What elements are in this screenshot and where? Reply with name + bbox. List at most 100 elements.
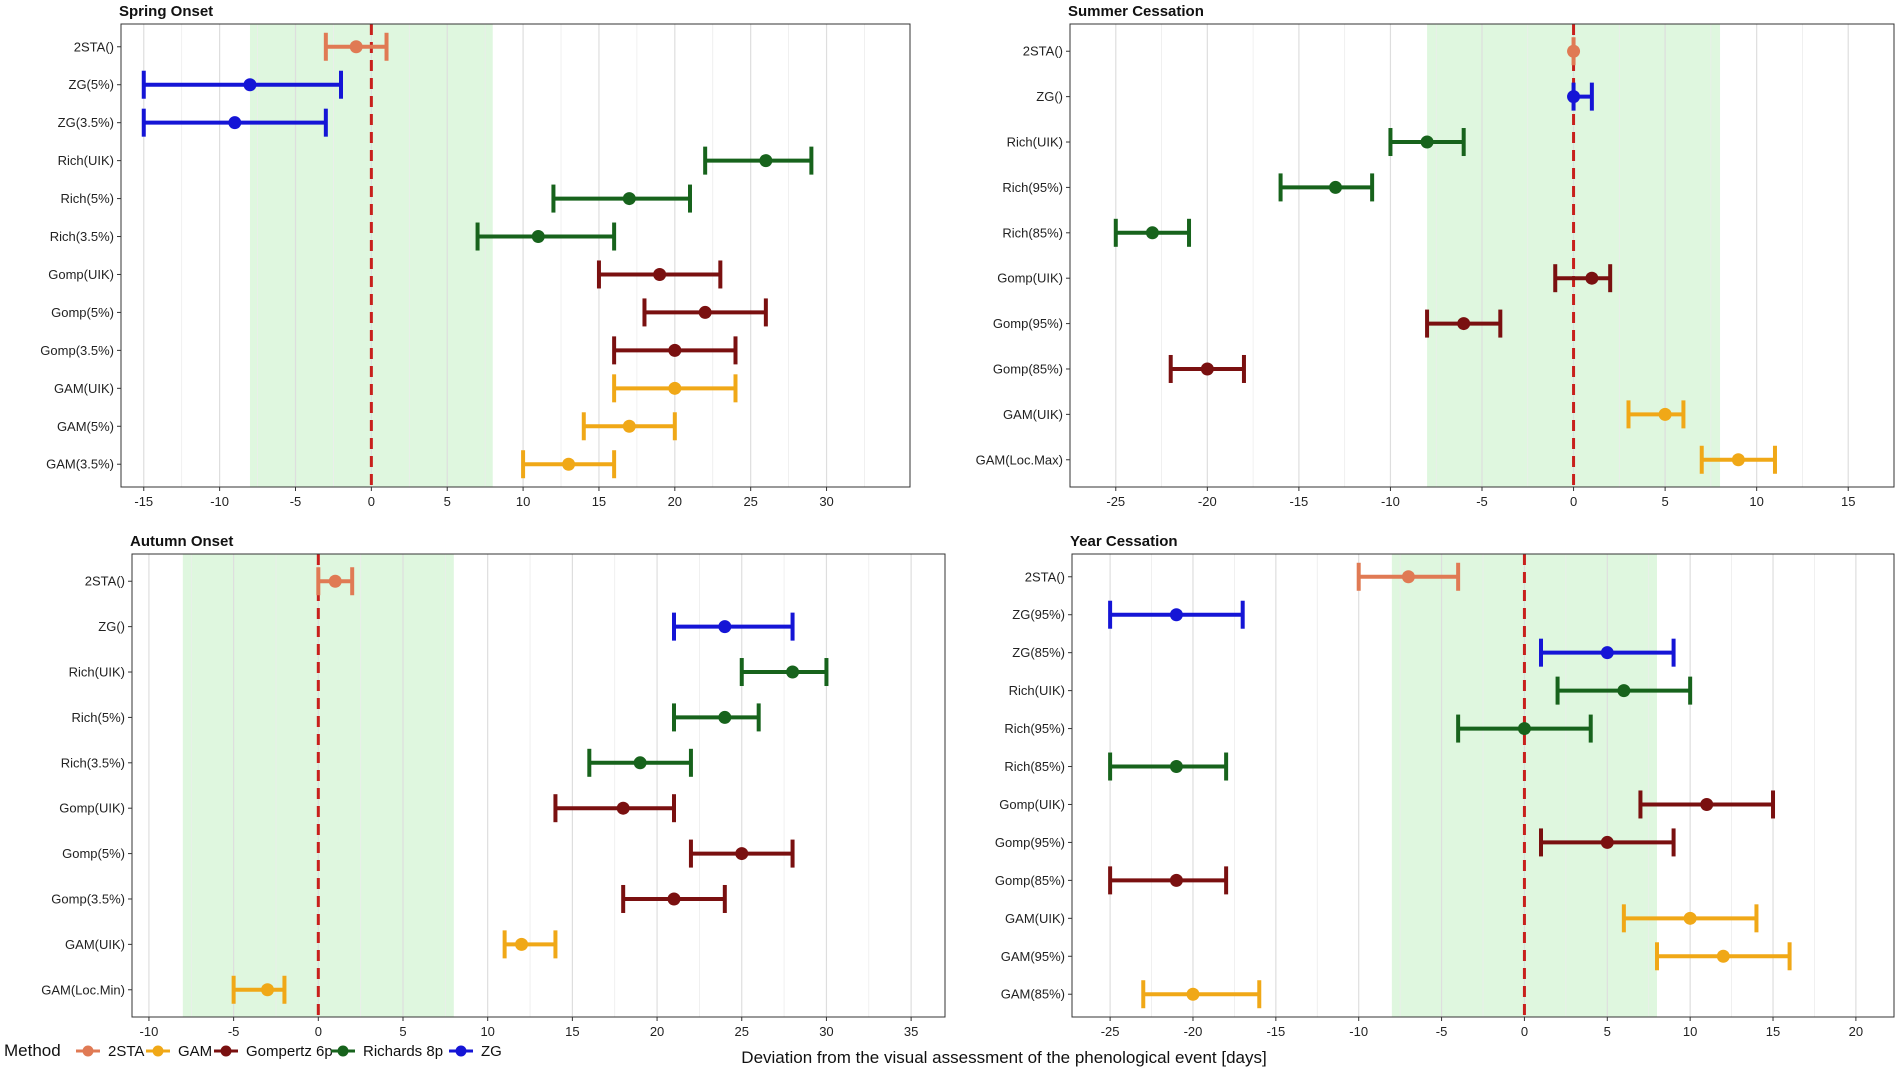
x-tick-label: 10	[1749, 494, 1763, 509]
y-tick-label: Gomp(95%)	[995, 835, 1065, 850]
point-estimate	[349, 40, 363, 54]
x-tick-label: 20	[668, 494, 682, 509]
x-tick-label: 10	[516, 494, 530, 509]
point-estimate	[668, 343, 682, 357]
point-estimate	[562, 457, 576, 471]
x-tick-label: -10	[1349, 1024, 1368, 1039]
data-row: Gomp(3.5%)	[51, 884, 727, 913]
point-estimate	[667, 892, 681, 906]
legend-swatch-dot	[220, 1045, 232, 1057]
point-estimate	[1169, 608, 1183, 622]
y-tick-label: Gomp(85%)	[995, 873, 1065, 888]
x-tick-label: 25	[743, 494, 757, 509]
data-row: 2STA()	[85, 567, 355, 596]
x-tick-label: 0	[1521, 1024, 1528, 1039]
point-estimate	[1200, 362, 1214, 376]
data-row: 2STA()	[74, 32, 389, 61]
panel-spring-onset: Spring Onset 2STA() ZG(5%) ZG(3.5%) Rich(UIK…	[40, 3, 911, 509]
panel-border	[120, 23, 911, 488]
point-estimate	[1716, 949, 1730, 963]
x-tick-label: 15	[1766, 1024, 1780, 1039]
x-tick-label: -10	[210, 494, 229, 509]
point-estimate	[515, 937, 529, 951]
x-tick-label: -15	[1289, 494, 1308, 509]
point-estimate	[531, 230, 545, 244]
data-row: Gomp(UIK)	[48, 260, 723, 289]
y-tick-label: Rich(5%)	[61, 191, 114, 206]
point-estimate	[1658, 407, 1672, 421]
y-tick-label: Rich(3.5%)	[61, 755, 125, 770]
point-estimate	[1186, 987, 1200, 1001]
y-tick-label: Rich(95%)	[1004, 721, 1065, 736]
x-tick-label: -20	[1198, 494, 1217, 509]
data-row: Rich(UIK)	[1007, 128, 1466, 157]
y-tick-label: GAM(UIK)	[1003, 407, 1063, 422]
y-tick-label: Gomp(3.5%)	[51, 891, 125, 906]
legend-item: 2STA	[76, 1043, 144, 1060]
legend-label: Gompertz 6p	[246, 1043, 333, 1060]
x-tick-label: 35	[904, 1024, 918, 1039]
data-row: Rich(85%)	[1004, 752, 1229, 781]
data-row: Rich(UIK)	[1009, 676, 1693, 705]
data-row: ZG(3.5%)	[58, 108, 328, 137]
y-tick-label: Gomp(85%)	[993, 361, 1063, 376]
point-estimate	[1567, 44, 1581, 58]
x-tick-label: 10	[1683, 1024, 1697, 1039]
x-tick-label: 0	[368, 494, 375, 509]
y-tick-label: ZG(95%)	[1012, 607, 1065, 622]
data-row: Rich(85%)	[1002, 218, 1192, 247]
legend-item: Gompertz 6p	[214, 1043, 333, 1060]
point-estimate	[1457, 317, 1471, 331]
y-tick-label: ZG()	[98, 619, 125, 634]
data-row: ZG()	[1036, 82, 1594, 111]
point-estimate	[243, 78, 257, 92]
legend-title: Method	[4, 1041, 61, 1060]
y-tick-label: GAM(3.5%)	[46, 457, 114, 472]
data-row: GAM(95%)	[1001, 942, 1792, 971]
y-tick-label: Rich(UIK)	[58, 153, 114, 168]
y-tick-label: ZG(3.5%)	[58, 115, 114, 130]
data-row: Gomp(95%)	[993, 309, 1503, 338]
x-tick-label: 30	[819, 1024, 833, 1039]
point-estimate	[1731, 453, 1745, 467]
x-tick-label: 0	[1570, 494, 1577, 509]
x-tick-label: 0	[315, 1024, 322, 1039]
data-row: Gomp(5%)	[62, 839, 795, 868]
point-estimate	[1683, 911, 1697, 925]
data-row: Rich(5%)	[72, 703, 761, 732]
y-tick-label: GAM(Loc.Max)	[976, 452, 1063, 467]
x-tick-label: 10	[480, 1024, 494, 1039]
data-row: GAM(UIK)	[1005, 904, 1759, 933]
data-row: Gomp(UIK)	[999, 790, 1776, 819]
legend-item: GAM	[146, 1043, 212, 1060]
y-tick-label: Gomp(UIK)	[59, 801, 125, 816]
data-row: Rich(95%)	[1002, 173, 1375, 202]
data-row: ZG(85%)	[1012, 638, 1676, 667]
data-row: Gomp(UIK)	[997, 264, 1613, 293]
x-tick-label: 5	[1661, 494, 1668, 509]
y-tick-label: GAM(95%)	[1001, 949, 1065, 964]
x-tick-label: 5	[399, 1024, 406, 1039]
x-tick-label: -5	[228, 1024, 240, 1039]
y-tick-label: Gomp(UIK)	[48, 267, 114, 282]
point-estimate	[1700, 797, 1714, 811]
data-row: Gomp(95%)	[995, 828, 1676, 857]
y-tick-label: Rich(95%)	[1002, 180, 1063, 195]
y-tick-label: 2STA()	[85, 574, 125, 589]
point-estimate	[1617, 684, 1631, 698]
point-estimate	[1145, 226, 1159, 240]
y-tick-label: 2STA()	[74, 39, 114, 54]
data-row: Rich(95%)	[1004, 714, 1593, 743]
y-tick-label: Gomp(5%)	[51, 305, 114, 320]
data-row: 2STA()	[1025, 562, 1461, 591]
y-tick-label: GAM(85%)	[1001, 987, 1065, 1002]
data-row: GAM(85%)	[1001, 980, 1262, 1009]
data-row: Rich(UIK)	[58, 146, 814, 175]
data-row: ZG(95%)	[1012, 600, 1245, 629]
data-row: Gomp(85%)	[993, 354, 1246, 383]
y-tick-label: 2STA()	[1023, 44, 1063, 59]
legend-items: 2STA GAM Gompertz 6p Richards 8p ZG	[76, 1043, 502, 1060]
x-axis-label: Deviation from the visual assessment of …	[741, 1048, 1266, 1067]
y-tick-label: Rich(UIK)	[69, 665, 125, 680]
